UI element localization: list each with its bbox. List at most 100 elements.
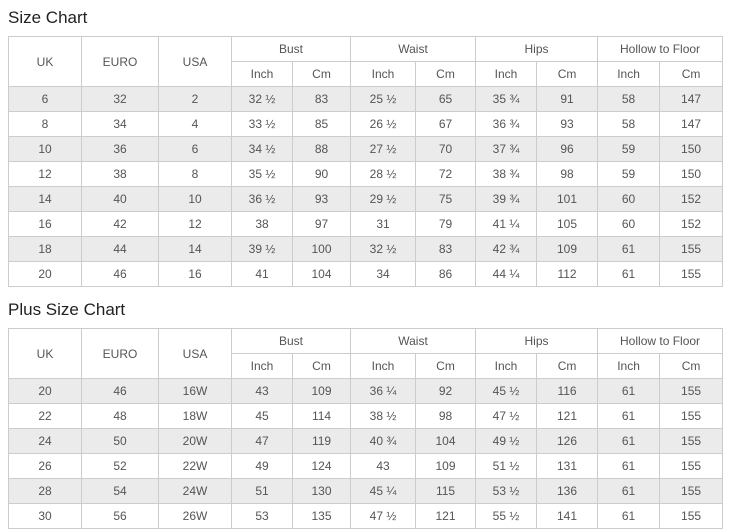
- table-cell: 112: [536, 261, 599, 287]
- table-cell: 61: [597, 261, 661, 287]
- table-row: 30 56 26W 53 135 47 ½ 121 55 ½ 141 61 155: [8, 503, 724, 529]
- subcol-header-hips-cm: Cm: [536, 353, 599, 379]
- table-cell: 60: [597, 211, 661, 237]
- subcol-header-bust-cm: Cm: [291, 61, 352, 87]
- table-cell: 121: [536, 403, 599, 429]
- table-cell: 16: [158, 261, 232, 287]
- table-cell: 98: [536, 161, 599, 187]
- table-cell: 20: [8, 378, 82, 404]
- table-cell: 30: [8, 503, 82, 529]
- table-cell: 8: [158, 161, 232, 187]
- table-cell: 14: [8, 186, 82, 212]
- subcol-header-bust-inch: Inch: [231, 61, 293, 87]
- table-cell: 136: [536, 478, 599, 504]
- table-cell: 54: [81, 478, 159, 504]
- table-cell: 60: [597, 186, 661, 212]
- table-cell: 38 ½: [350, 403, 417, 429]
- table-cell: 61: [597, 236, 661, 262]
- table-cell: 152: [659, 211, 724, 237]
- subcol-header-hollow-cm: Cm: [659, 61, 724, 87]
- table-cell: 116: [536, 378, 599, 404]
- table-cell: 141: [536, 503, 599, 529]
- table-row: 14 40 10 36 ½ 93 29 ½ 75 39 ¾ 101 60 152: [8, 186, 724, 212]
- table-cell: 8: [8, 111, 82, 137]
- table-cell: 16: [8, 211, 82, 237]
- table-row: 22 48 18W 45 114 38 ½ 98 47 ½ 121 61 155: [8, 403, 724, 429]
- table-cell: 105: [536, 211, 599, 237]
- table-cell: 53: [231, 503, 293, 529]
- table-cell: 147: [659, 86, 724, 112]
- col-header-usa: USA: [158, 328, 232, 379]
- table-cell: 147: [659, 111, 724, 137]
- table-cell: 51: [231, 478, 293, 504]
- table-cell: 38 ¾: [475, 161, 538, 187]
- table-cell: 114: [291, 403, 352, 429]
- col-header-hollow-to-floor: Hollow to Floor: [597, 36, 724, 62]
- plus-size-chart-title: Plus Size Chart: [8, 300, 126, 319]
- table-cell: 18: [8, 236, 82, 262]
- table-cell: 43: [231, 378, 293, 404]
- table-row: 10 36 6 34 ½ 88 27 ½ 70 37 ¾ 96 59 150: [8, 136, 724, 162]
- table-cell: 22: [8, 403, 82, 429]
- table-cell: 58: [597, 111, 661, 137]
- table-row: 16 42 12 38 97 31 79 41 ¼ 105 60 152: [8, 211, 724, 237]
- table-cell: 36: [81, 136, 159, 162]
- table-cell: 18W: [158, 403, 232, 429]
- table-cell: 100: [291, 236, 352, 262]
- size-chart-header: UK EURO USA Bust Waist Hips Hollow to Fl…: [8, 36, 724, 87]
- table-cell: 45: [231, 403, 293, 429]
- table-cell: 85: [291, 111, 352, 137]
- subcol-header-waist-cm: Cm: [415, 353, 477, 379]
- table-cell: 58: [597, 86, 661, 112]
- table-cell: 130: [291, 478, 352, 504]
- subcol-header-waist-inch: Inch: [350, 353, 417, 379]
- table-cell: 93: [291, 186, 352, 212]
- table-cell: 32: [81, 86, 159, 112]
- table-cell: 98: [415, 403, 477, 429]
- table-cell: 44: [81, 236, 159, 262]
- table-row: 6 32 2 32 ½ 83 25 ½ 65 35 ¾ 91 58 147: [8, 86, 724, 112]
- table-cell: 119: [291, 428, 352, 454]
- col-header-hollow-to-floor: Hollow to Floor: [597, 328, 724, 354]
- table-cell: 34: [81, 111, 159, 137]
- table-cell: 10: [158, 186, 232, 212]
- subcol-header-hollow-inch: Inch: [597, 353, 661, 379]
- table-cell: 155: [659, 403, 724, 429]
- table-cell: 55 ½: [475, 503, 538, 529]
- table-cell: 40 ¾: [350, 428, 417, 454]
- table-cell: 61: [597, 428, 661, 454]
- table-cell: 72: [415, 161, 477, 187]
- table-cell: 86: [415, 261, 477, 287]
- size-chart-table: UK EURO USA Bust Waist Hips Hollow to Fl…: [8, 36, 724, 287]
- table-cell: 38: [231, 211, 293, 237]
- col-header-bust: Bust: [230, 328, 352, 354]
- table-cell: 36 ¼: [350, 378, 417, 404]
- col-header-hips: Hips: [475, 328, 599, 354]
- table-cell: 20: [8, 261, 82, 287]
- col-header-euro: EURO: [81, 36, 159, 87]
- col-header-waist: Waist: [350, 328, 477, 354]
- table-cell: 37 ¾: [475, 136, 538, 162]
- table-cell: 51 ½: [475, 453, 538, 479]
- table-cell: 155: [659, 503, 724, 529]
- table-cell: 65: [415, 86, 477, 112]
- table-cell: 75: [415, 186, 477, 212]
- table-cell: 48: [81, 403, 159, 429]
- table-cell: 6: [8, 86, 82, 112]
- table-cell: 32 ½: [231, 86, 293, 112]
- table-cell: 70: [415, 136, 477, 162]
- table-cell: 34 ½: [231, 136, 293, 162]
- table-cell: 61: [597, 478, 661, 504]
- table-row: 24 50 20W 47 119 40 ¾ 104 49 ½ 126 61 155: [8, 428, 724, 454]
- table-cell: 97: [291, 211, 352, 237]
- subcol-header-bust-inch: Inch: [231, 353, 293, 379]
- table-cell: 43: [350, 453, 417, 479]
- table-cell: 126: [536, 428, 599, 454]
- table-cell: 33 ½: [231, 111, 293, 137]
- table-cell: 12: [8, 161, 82, 187]
- subcol-header-hollow-cm: Cm: [659, 353, 724, 379]
- table-cell: 10: [8, 136, 82, 162]
- table-cell: 59: [597, 136, 661, 162]
- plus-size-chart-header: UK EURO USA Bust Waist Hips Hollow to Fl…: [8, 328, 724, 379]
- subcol-header-waist-cm: Cm: [415, 61, 477, 87]
